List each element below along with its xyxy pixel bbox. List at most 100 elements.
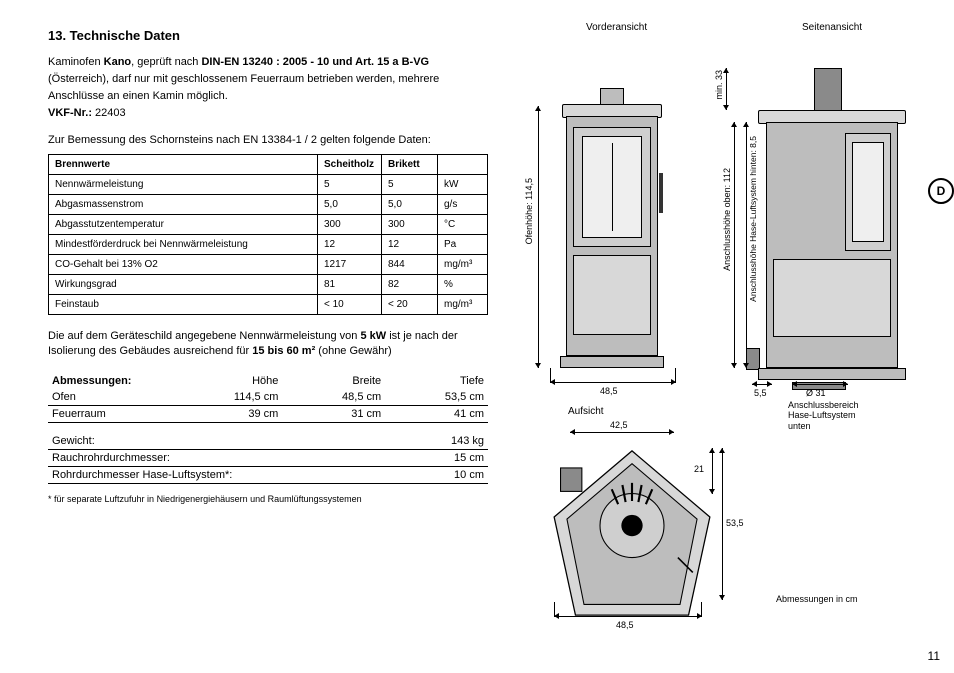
extras-table: Gewicht: 143 kg Rauchrohrdurchmesser: 15… [48, 433, 488, 484]
abm-row-label: Feuerraum [48, 406, 168, 423]
intro-paragraph: Kaminofen Kano, geprüft nach DIN-EN 1324… [48, 55, 488, 120]
dim-line [538, 106, 539, 368]
table-cell: 844 [382, 255, 438, 275]
table-cell: °C [438, 215, 488, 235]
dim-line [570, 432, 674, 433]
standard-ref: DIN-EN 13240 : 2005 - 10 und Art. 15 a B… [201, 56, 429, 68]
dim-line [792, 384, 848, 385]
output-note: Die auf dem Geräteschild angegebene Nenn… [48, 329, 488, 359]
abmessungen-table: Abmessungen: Höhe Breite Tiefe Ofen 114,… [48, 373, 488, 423]
table-cell: g/s [438, 195, 488, 215]
language-tab: D [928, 178, 954, 204]
table-cell: Mindestförderdruck bei Nennwärmeleistung [49, 235, 318, 255]
lower-panel [573, 255, 651, 335]
view-label-side: Seitenansicht [802, 22, 862, 33]
dim-min33: min. 33 [714, 70, 724, 100]
dims-note: Abmessungen in cm [776, 594, 858, 604]
extra-value: 143 kg [409, 433, 488, 450]
table-cell: Feinstaub [49, 295, 318, 315]
table-cell: CO-Gehalt bei 13% O2 [49, 255, 318, 275]
stove-body [566, 116, 658, 356]
note-bold: 15 bis 60 m² [252, 345, 315, 357]
note-bold: 5 kW [360, 330, 386, 342]
dim-line [752, 384, 772, 385]
top-view [552, 438, 712, 628]
base [758, 368, 906, 380]
abm-row-label: Ofen [48, 389, 168, 406]
base [560, 356, 664, 368]
intro-text: (Österreich), darf nur mit geschlossenem… [48, 72, 488, 87]
glass-panel [582, 136, 642, 238]
table-cell: 300 [382, 215, 438, 235]
lower-panel [773, 259, 891, 337]
top-outline [552, 438, 712, 628]
dim-anschluss-oben: Anschlusshöhe oben: 112 [722, 168, 732, 271]
dim-hase-hinten: Anschlusshöhe Hase-Luftsystem hinten: 8,… [748, 136, 758, 302]
intro-text: Anschlüsse an einen Kamin möglich. [48, 89, 488, 104]
dim-top-485: 48,5 [616, 620, 634, 630]
table-cell: 300 [318, 215, 382, 235]
table-cell: mg/m³ [438, 255, 488, 275]
table-cell: Nennwärmeleistung [49, 175, 318, 195]
dim-line [746, 122, 747, 368]
door-side [845, 133, 891, 251]
table-cell: 1217 [318, 255, 382, 275]
table-header [438, 155, 488, 175]
table-header: Brennwerte [49, 155, 318, 175]
section-heading: 13. Technische Daten [48, 28, 488, 43]
footnote: * für separate Luftzufuhr in Niedrigener… [48, 494, 488, 504]
table-cell: 12 [318, 235, 382, 255]
intro-text: , geprüft nach [131, 56, 201, 68]
dim-front-width: 48,5 [600, 386, 618, 396]
dim-d31: Ø 31 [806, 388, 826, 398]
note-text: (ohne Gewähr) [315, 345, 391, 357]
abm-cell: 41 cm [385, 406, 488, 423]
table-cell: Wirkungsgrad [49, 275, 318, 295]
table-header: Scheitholz [318, 155, 382, 175]
table-header: Brikett [382, 155, 438, 175]
abm-cell: 39 cm [168, 406, 282, 423]
extra-label: Rauchrohrdurchmesser: [48, 450, 409, 467]
table-cell: kW [438, 175, 488, 195]
abm-title: Abmessungen: [52, 375, 131, 387]
table-cell: 12 [382, 235, 438, 255]
technical-drawings: Vorderansicht Seitenansicht Aufsicht Abm… [512, 28, 914, 648]
extra-label: Rohrdurchmesser Hase-Luftsystem*: [48, 467, 409, 484]
abm-cell: 114,5 cm [168, 389, 282, 406]
dim-line [722, 448, 723, 600]
front-view [552, 88, 672, 368]
table-cell: < 20 [382, 295, 438, 315]
dim-anschlussbereich: Anschlussbereich Hase-Luftsystem unten [788, 400, 859, 431]
chimney-note: Zur Bemessung des Schornsteins nach EN 1… [48, 134, 488, 146]
intro-text: Kaminofen [48, 56, 104, 68]
door [573, 127, 651, 247]
note-text: Die auf dem Geräteschild angegebene Nenn… [48, 330, 360, 342]
abm-cell: 31 cm [282, 406, 385, 423]
abm-cell: 53,5 cm [385, 389, 488, 406]
flue-pipe [814, 68, 842, 112]
extra-value: 10 cm [409, 467, 488, 484]
brennwerte-table: Brennwerte Scheitholz Brikett Nennwärmel… [48, 154, 488, 315]
table-cell: Abgasmassenstrom [49, 195, 318, 215]
stove-body [766, 122, 898, 368]
dim-line [726, 68, 727, 110]
dim-line [734, 122, 735, 368]
table-cell: 5,0 [382, 195, 438, 215]
dim-top-425: 42,5 [610, 420, 628, 430]
dim-top-535: 53,5 [726, 518, 744, 528]
table-cell: Abgasstutzentemperatur [49, 215, 318, 235]
table-cell: Pa [438, 235, 488, 255]
dim-top-21: 21 [694, 464, 704, 474]
view-label-front: Vorderansicht [586, 22, 647, 33]
view-label-top: Aufsicht [568, 406, 604, 417]
table-cell: < 10 [318, 295, 382, 315]
door-handle [659, 173, 663, 213]
table-cell: 81 [318, 275, 382, 295]
extra-value: 15 cm [409, 450, 488, 467]
dim-line [712, 448, 713, 494]
table-cell: mg/m³ [438, 295, 488, 315]
glass-panel [852, 142, 884, 242]
abm-col: Breite [282, 373, 385, 389]
dim-line [550, 382, 676, 383]
vkf-label: VKF-Nr.: [48, 107, 92, 119]
